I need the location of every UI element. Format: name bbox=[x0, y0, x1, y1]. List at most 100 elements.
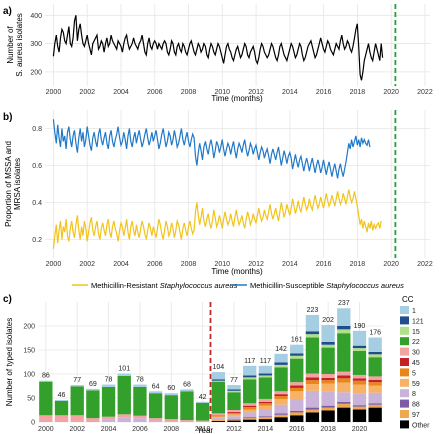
panel-c: 0 50 100 150 200 2000 2002 2004 2006 2008 2010 201… bbox=[3, 294, 430, 434]
bar-segment-cc-5 bbox=[290, 387, 304, 392]
panel-a-ylabel-line2: S. aureus isolates bbox=[15, 13, 24, 77]
bar-segment-cc-45 bbox=[352, 378, 367, 381]
legend-label-cc-121: 121 bbox=[412, 318, 424, 325]
bar-segment-cc-97 bbox=[352, 406, 367, 410]
bar-segment-cc-59 bbox=[368, 385, 382, 393]
x-tick-label: 2014 bbox=[282, 89, 298, 96]
bar-segment-cc-5 bbox=[243, 407, 257, 410]
y-tick-label: 0 bbox=[31, 420, 35, 427]
bar-segment-cc-5 bbox=[321, 380, 335, 384]
legend-swatch-cc-121 bbox=[400, 316, 409, 325]
panel-c-bars bbox=[39, 308, 382, 422]
bar-segment-cc-other bbox=[243, 419, 257, 422]
legend-swatch-cc-88 bbox=[400, 399, 409, 408]
bar-segment-cc-8 bbox=[133, 418, 147, 422]
bar-segment-cc-5 bbox=[337, 378, 351, 383]
bar-segment-cc-1 bbox=[180, 389, 194, 392]
legend-label-cc-22: 22 bbox=[412, 339, 420, 346]
bar-segment-cc-5 bbox=[211, 415, 226, 417]
bar-segment-cc-121 bbox=[227, 389, 241, 391]
bar-segment-cc-1 bbox=[290, 344, 304, 354]
legend-mrsa-pre: Methicillin-Resistant bbox=[91, 281, 160, 290]
x-tick-label: 2002 bbox=[79, 89, 95, 96]
x-tick-label: 2018 bbox=[320, 426, 336, 433]
bar-segment-cc-121 bbox=[290, 353, 304, 356]
bar-segment-cc-45 bbox=[368, 379, 382, 383]
legend-swatch-cc-59 bbox=[400, 378, 409, 387]
x-tick-label: 2016 bbox=[316, 261, 332, 268]
bar-segment-cc-22 bbox=[352, 350, 367, 375]
x-tick-label: 2008 bbox=[181, 261, 197, 268]
bar-segment-cc-22 bbox=[195, 402, 210, 421]
panel-c-legend-title: CC bbox=[402, 295, 414, 304]
bar-segment-cc-45 bbox=[305, 377, 320, 381]
bar-total-label: 117 bbox=[244, 358, 255, 365]
bar-segment-cc-1 bbox=[101, 384, 116, 387]
bar-segment-cc-1 bbox=[321, 325, 335, 342]
x-tick-label: 2010 bbox=[195, 426, 211, 433]
bar-segment-cc-97 bbox=[337, 403, 351, 408]
bar-segment-cc-1 bbox=[195, 401, 210, 403]
bar-total-label: 68 bbox=[183, 381, 191, 388]
bar-segment-cc-121 bbox=[274, 362, 288, 365]
bar-segment-cc-other bbox=[274, 417, 288, 422]
bar-segment-cc-8 bbox=[148, 420, 163, 422]
panel-c-total-labels: 86 46 77 69 78 101 78 64 60 68 42 104 77 117 117 142 161… bbox=[42, 300, 381, 401]
legend-swatch-cc-97 bbox=[400, 410, 409, 418]
x-tick-label: 2022 bbox=[417, 89, 433, 96]
bar-segment-cc-22 bbox=[148, 393, 163, 419]
bar-segment-cc-8 bbox=[352, 393, 367, 406]
bar-segment-cc-22 bbox=[211, 381, 226, 414]
bar-total-label: 46 bbox=[58, 392, 66, 399]
panel-b: 0.2 0.4 0.6 0.8 2000 2002 2004 2006 2008 2010 201… bbox=[3, 110, 433, 290]
panel-a-x-ticks: 2000 2002 2004 2006 2008 2010 2012 2014 2016 2018… bbox=[46, 89, 433, 96]
bar-segment-cc-22 bbox=[101, 386, 116, 417]
bar-total-label: 176 bbox=[369, 330, 381, 337]
bar-segment-cc-88 bbox=[368, 403, 382, 405]
y-tick-label: 200 bbox=[30, 69, 42, 76]
legend-swatch-cc-5 bbox=[400, 368, 409, 377]
bar-segment-cc-121 bbox=[243, 375, 257, 378]
bar-segment-cc-22 bbox=[39, 381, 53, 416]
x-tick-label: 2010 bbox=[215, 261, 231, 268]
panel-b-plot-area bbox=[45, 110, 430, 258]
bar-segment-cc-8 bbox=[211, 417, 226, 421]
bar-segment-cc-22 bbox=[321, 347, 335, 374]
bar-segment-cc-other bbox=[352, 409, 367, 422]
bar-segment-cc-45 bbox=[243, 405, 257, 408]
bar-segment-cc-1 bbox=[305, 314, 320, 332]
bar-segment-cc-88 bbox=[305, 407, 320, 410]
bar-segment-cc-97 bbox=[227, 419, 241, 421]
bar-segment-cc-8 bbox=[164, 421, 178, 422]
panel-c-label: c) bbox=[3, 294, 12, 305]
panel-b-grid bbox=[45, 110, 430, 258]
bar-total-label: 117 bbox=[260, 358, 271, 365]
bar-segment-cc-15 bbox=[227, 390, 241, 393]
x-tick-label: 2018 bbox=[350, 261, 366, 268]
bar-total-label: 161 bbox=[291, 337, 303, 344]
bar-total-label: 237 bbox=[338, 300, 350, 307]
panel-b-xlabel: Time (months) bbox=[211, 267, 263, 276]
legend-label-cc-8: 8 bbox=[412, 391, 416, 398]
bar-total-label: 42 bbox=[199, 394, 207, 401]
bar-segment-cc-15 bbox=[321, 344, 335, 348]
panel-a-grid bbox=[45, 4, 430, 86]
bar-segment-cc-15 bbox=[352, 348, 367, 351]
bar-segment-cc-22 bbox=[164, 395, 178, 420]
bar-segment-cc-1 bbox=[368, 337, 382, 352]
bar-segment-cc-other bbox=[290, 415, 304, 422]
legend-mrsa-italic: Staphylococcus aureus bbox=[160, 281, 238, 290]
panel-b-y-ticks: 0.2 0.4 0.6 0.8 bbox=[32, 126, 42, 244]
legend-swatch-cc-22 bbox=[400, 337, 409, 346]
bar-segment-cc-88 bbox=[243, 417, 257, 419]
bar-total-label: 190 bbox=[354, 323, 366, 330]
bar-segment-cc-88 bbox=[337, 401, 351, 404]
panel-b-ylabel-line2: MRSA isolates bbox=[13, 158, 22, 210]
bar-segment-cc-1 bbox=[86, 388, 100, 391]
bar-segment-cc-1 bbox=[337, 308, 351, 326]
legend-mrsa-label: Methicillin-Resistant Staphylococcus aur… bbox=[91, 281, 238, 290]
panel-b-mrsa-line bbox=[52, 189, 382, 249]
bar-total-label: 104 bbox=[212, 364, 224, 371]
panel-a-xlabel: Time (months) bbox=[211, 94, 263, 103]
bar-segment-cc-8 bbox=[337, 392, 351, 402]
